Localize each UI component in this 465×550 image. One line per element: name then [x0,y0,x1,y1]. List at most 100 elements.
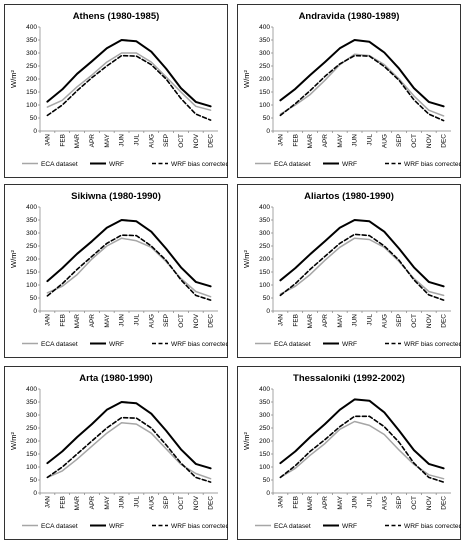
series-line-solid [46,39,212,108]
x-tick-label: DEC [441,134,448,148]
chart-svg: Aliartos (1980-1990) 0 50 100 150 200 250 300 35… [237,184,461,358]
x-tick-label: NOV [193,313,200,328]
x-tick-label: AUG [148,134,155,148]
chart-title: Andravida (1980-1989) [299,11,400,22]
y-tick-label: 200 [259,76,270,83]
y-tick-label: 200 [26,256,37,263]
x-tick-label: NOV [426,495,433,510]
series-line-solid [279,39,445,108]
x-tick-label: APR [89,314,96,328]
chart-frame [4,184,228,358]
y-tick-label: 250 [259,425,270,432]
y-tick-label: 50 [263,115,271,122]
series-line-dashed [46,54,212,121]
chart-svg: Andravida (1980-1989) 0 50 100 150 200 250 300 3… [237,4,461,178]
x-tick-label: DEC [208,134,215,148]
x-tick-label: JAN [44,134,51,147]
y-tick-label: 50 [30,115,38,122]
series-line-dashed [279,415,445,483]
series-line-gray [279,53,445,117]
y-tick-label: 350 [259,217,270,224]
y-tick-label: 0 [266,308,270,315]
y-axis-label: W/m² [242,70,251,88]
x-tick-label: FEB [292,496,299,509]
y-tick-label: 150 [26,269,37,276]
chart-frame [4,366,228,540]
x-tick-label: JUN [352,496,359,509]
y-tick-label: 300 [259,412,270,419]
x-tick-label: JUN [352,134,359,147]
y-tick-label: 250 [26,425,37,432]
x-tick-label: JAN [44,314,51,327]
series-line-gray [46,237,212,298]
y-tick-label: 400 [259,386,270,393]
series-line-dashed [46,234,212,301]
legend-label: WRF [342,161,357,168]
y-tick-label: 100 [26,102,37,109]
x-tick-label: JUL [133,314,140,326]
y-tick-label: 100 [259,464,270,471]
x-tick-label: SEP [163,134,170,147]
x-tick-label: SEP [396,496,403,509]
x-tick-label: OCT [178,134,185,148]
legend-label: ECA dataset [41,523,78,530]
chart-frame [237,366,461,540]
y-tick-label: 250 [26,243,37,250]
x-tick-label: OCT [178,496,185,510]
legend-label: ECA dataset [41,161,78,168]
chart-title: Arta (1980-1990) [79,373,152,384]
x-tick-label: JUN [119,314,126,327]
legend-label: WRF [109,341,124,348]
chart-title: Sikiwna (1980-1990) [71,191,161,202]
x-tick-label: MAY [337,133,344,147]
series-line-solid [279,219,445,288]
x-tick-label: APR [89,134,96,148]
y-tick-label: 0 [33,128,37,135]
legend-label: WRF bias corrected [171,341,228,348]
y-tick-label: 100 [26,464,37,471]
x-tick-label: FEB [292,314,299,327]
x-tick-label: JUN [119,134,126,147]
legend-label: ECA dataset [41,341,78,348]
y-tick-label: 0 [33,308,37,315]
y-tick-label: 350 [259,37,270,44]
y-tick-label: 400 [259,204,270,211]
x-tick-label: MAR [307,314,314,329]
x-tick-label: JAN [44,496,51,509]
x-tick-label: MAY [337,495,344,509]
y-tick-label: 250 [259,243,270,250]
y-tick-label: 300 [259,230,270,237]
series-line-dashed [279,54,445,122]
x-tick-label: SEP [396,134,403,147]
chart-frame [4,4,228,178]
series-line-solid [46,219,212,288]
chart-frame [237,184,461,358]
legend-label: WRF bias corrected [404,341,461,348]
y-axis-label: W/m² [242,432,251,450]
y-tick-label: 350 [26,37,37,44]
y-tick-label: 100 [259,102,270,109]
y-tick-label: 150 [26,451,37,458]
y-tick-label: 350 [26,399,37,406]
chart-panel-6: Thessaloniki (1992-2002) 0 50 100 150 200 250 3… [237,366,461,540]
x-tick-label: AUG [381,314,388,328]
legend-label: WRF bias corrected [404,523,461,530]
y-axis-label: W/m² [9,70,18,88]
legend-label: WRF [342,523,357,530]
x-tick-label: APR [322,134,329,148]
x-tick-label: APR [322,314,329,328]
series-line-dashed [46,416,212,483]
x-tick-label: MAR [74,314,81,329]
y-tick-label: 50 [30,295,38,302]
chart-svg: Sikiwna (1980-1990) 0 50 100 150 200 250 300 350… [4,184,228,358]
x-tick-label: OCT [411,314,418,328]
chart-svg: Arta (1980-1990) 0 50 100 150 200 250 300 350 400… [4,366,228,540]
legend-label: WRF bias corrected [171,523,228,530]
chart-frame [237,4,461,178]
y-tick-label: 50 [263,295,271,302]
chart-panel-2: Andravida (1980-1989) 0 50 100 150 200 250 300 3… [237,4,461,178]
y-tick-label: 350 [259,399,270,406]
x-tick-label: OCT [411,496,418,510]
y-axis-label: W/m² [9,432,18,450]
y-tick-label: 200 [26,76,37,83]
